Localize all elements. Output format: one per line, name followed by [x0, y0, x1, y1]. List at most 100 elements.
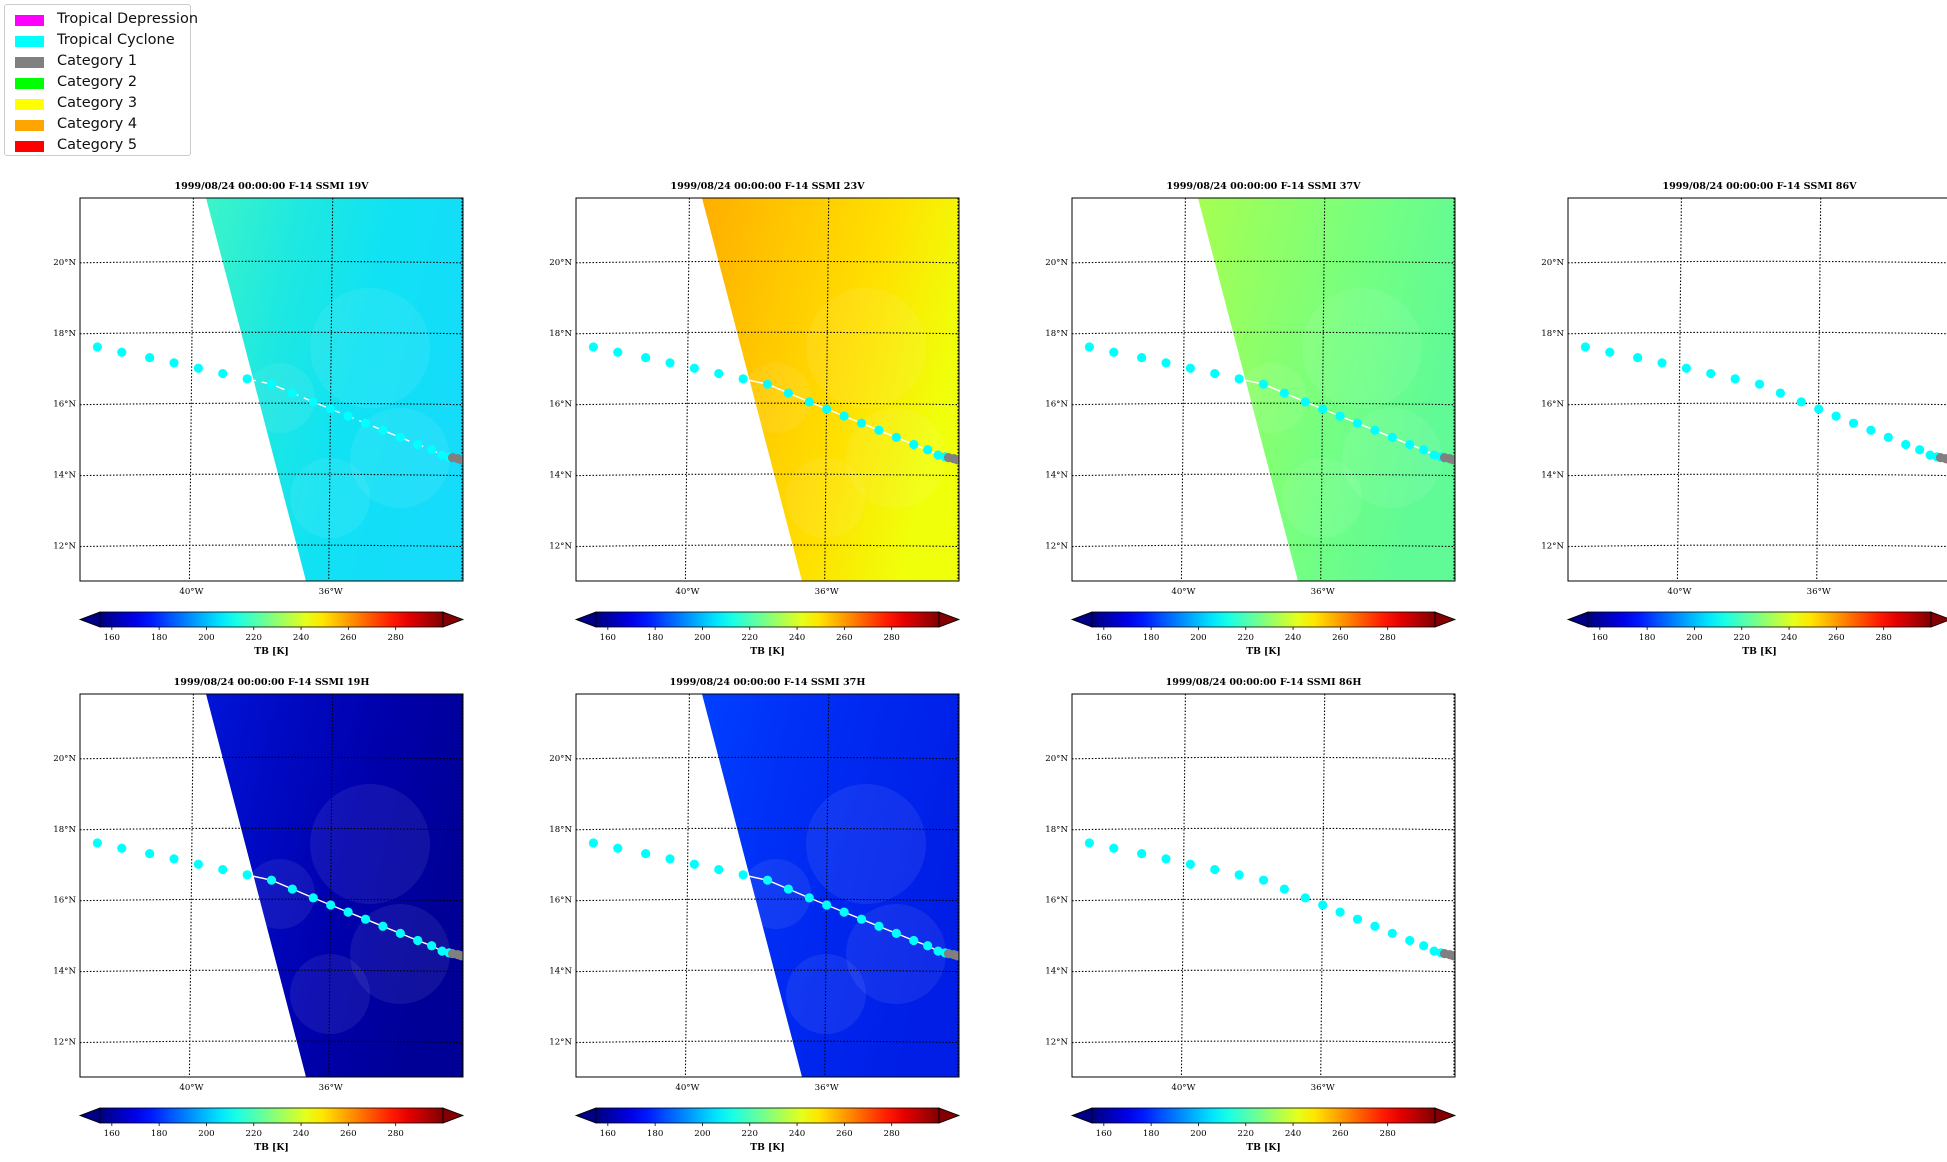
lat-label: 12°N [549, 542, 572, 552]
track-point [783, 884, 793, 894]
colorbar-bar [99, 611, 444, 628]
map-frame [575, 693, 960, 1078]
lat-label: 18°N [1541, 329, 1564, 339]
legend-swatch [15, 99, 44, 110]
swath-texture [290, 954, 370, 1034]
lat-label: 12°N [549, 1038, 572, 1048]
track-point [738, 870, 748, 880]
lat-label: 12°N [1045, 1038, 1068, 1048]
track-point [1109, 347, 1119, 357]
swath-texture [786, 458, 866, 538]
colorbar-label: TB [K] [1246, 646, 1280, 657]
colorbar-tick-label: 160 [1592, 633, 1608, 643]
colorbar-extend-high [1434, 611, 1457, 628]
lon-gridline [188, 694, 194, 1077]
track-point [839, 411, 849, 421]
lat-gridline [1072, 969, 1455, 973]
track-point [1633, 352, 1643, 363]
lat-label: 16°N [1541, 400, 1564, 410]
lat-gridline [1072, 402, 1455, 406]
swath-texture [290, 458, 370, 538]
lat-label: 20°N [549, 754, 572, 764]
colorbar-tick-label: 200 [1190, 1129, 1206, 1139]
lat-gridline [576, 473, 959, 477]
lat-gridline [1072, 544, 1455, 548]
map-panel: 1999/08/24 00:00:00 F-14 SSMI 19V 20°N 18°… [53, 181, 465, 657]
colorbar-label: TB [K] [750, 1142, 784, 1153]
track-point [287, 884, 297, 894]
colorbar-label: TB [K] [254, 1142, 288, 1153]
track-point [287, 388, 297, 398]
lat-gridline [80, 544, 463, 548]
lat-gridline [1072, 1040, 1455, 1044]
colorbar-tick-label: 240 [293, 1129, 309, 1139]
swath-texture [786, 954, 866, 1034]
track-point [1318, 404, 1328, 414]
colorbar: 160 180 200 220 240 260 280 TB [K] [574, 611, 961, 657]
colorbar-tick-label: 180 [151, 633, 167, 643]
colorbar-tick-label: 220 [1734, 633, 1750, 643]
track-point [145, 352, 155, 363]
colorbar-tick-label: 180 [1639, 633, 1655, 643]
lat-label: 12°N [53, 1038, 76, 1048]
track-point [360, 418, 371, 428]
colorbar-tick-label: 280 [1875, 633, 1891, 643]
lat-gridline [576, 260, 959, 264]
lon-gridline [824, 694, 830, 1077]
colorbar-tick-label: 260 [1332, 633, 1348, 643]
track-point [395, 432, 405, 442]
lon-gridline [1180, 694, 1186, 1077]
track-point [1210, 864, 1220, 875]
map-panel: 1999/08/24 00:00:00 F-14 SSMI 19H 20°N 18°… [53, 677, 465, 1153]
lat-label: 16°N [549, 400, 572, 410]
colorbar-extend-high [938, 611, 961, 628]
colorbar-extend-high [442, 611, 465, 628]
colorbar-tick-label: 220 [1238, 633, 1254, 643]
lat-gridline [80, 898, 463, 902]
track-point [738, 374, 748, 384]
track-point [413, 439, 423, 450]
map-area [576, 694, 959, 1077]
track-point [169, 854, 179, 864]
lat-label: 14°N [1045, 967, 1068, 977]
panel-title: 1999/08/24 00:00:00 F-14 SSMI 19H [174, 677, 370, 688]
lon-label: 36°W [1311, 1083, 1335, 1093]
colorbar-tick-label: 240 [789, 633, 805, 643]
swath-texture [1302, 288, 1422, 408]
legend: Tropical Depression Tropical Cyclone Categ… [4, 4, 198, 156]
lon-label: 40°W [1667, 587, 1691, 597]
lat-label: 20°N [1541, 258, 1564, 268]
track-point [242, 870, 252, 880]
colorbar-tick-label: 200 [1190, 633, 1206, 643]
colorbar-tick-label: 240 [1781, 633, 1797, 643]
map-panel: 1999/08/24 00:00:00 F-14 SSMI 86V 20°N 18°… [1541, 181, 1947, 657]
lat-gridline [80, 402, 463, 406]
track-point [923, 445, 933, 455]
colorbar-tick-label: 280 [1379, 1129, 1395, 1139]
lat-label: 18°N [549, 329, 572, 339]
lat-gridline [1568, 331, 1947, 335]
colorbar-extend-high [1434, 1107, 1457, 1124]
lat-label: 20°N [53, 258, 76, 268]
lon-gridline [684, 694, 690, 1077]
colorbar-tick-label: 260 [1332, 1129, 1348, 1139]
track-point [762, 875, 773, 885]
colorbar-tick-label: 180 [1143, 633, 1159, 643]
track-point [343, 411, 353, 421]
colorbar-tick-label: 160 [104, 1129, 120, 1139]
lon-label: 40°W [179, 1083, 203, 1093]
track-point [1730, 374, 1740, 384]
lat-label: 18°N [1045, 329, 1068, 339]
lon-label: 40°W [1171, 587, 1195, 597]
track-point [92, 838, 103, 848]
colorbar-tick-label: 160 [600, 1129, 616, 1139]
swath-texture [350, 904, 450, 1004]
colorbar-extend-low [1566, 611, 1589, 628]
lat-gridline [80, 473, 463, 477]
lat-label: 20°N [53, 754, 76, 764]
colorbar-tick-label: 280 [387, 1129, 403, 1139]
lat-label: 12°N [1541, 542, 1564, 552]
lat-gridline [576, 1040, 959, 1044]
lon-gridline [684, 198, 690, 581]
legend-swatch [15, 57, 44, 68]
